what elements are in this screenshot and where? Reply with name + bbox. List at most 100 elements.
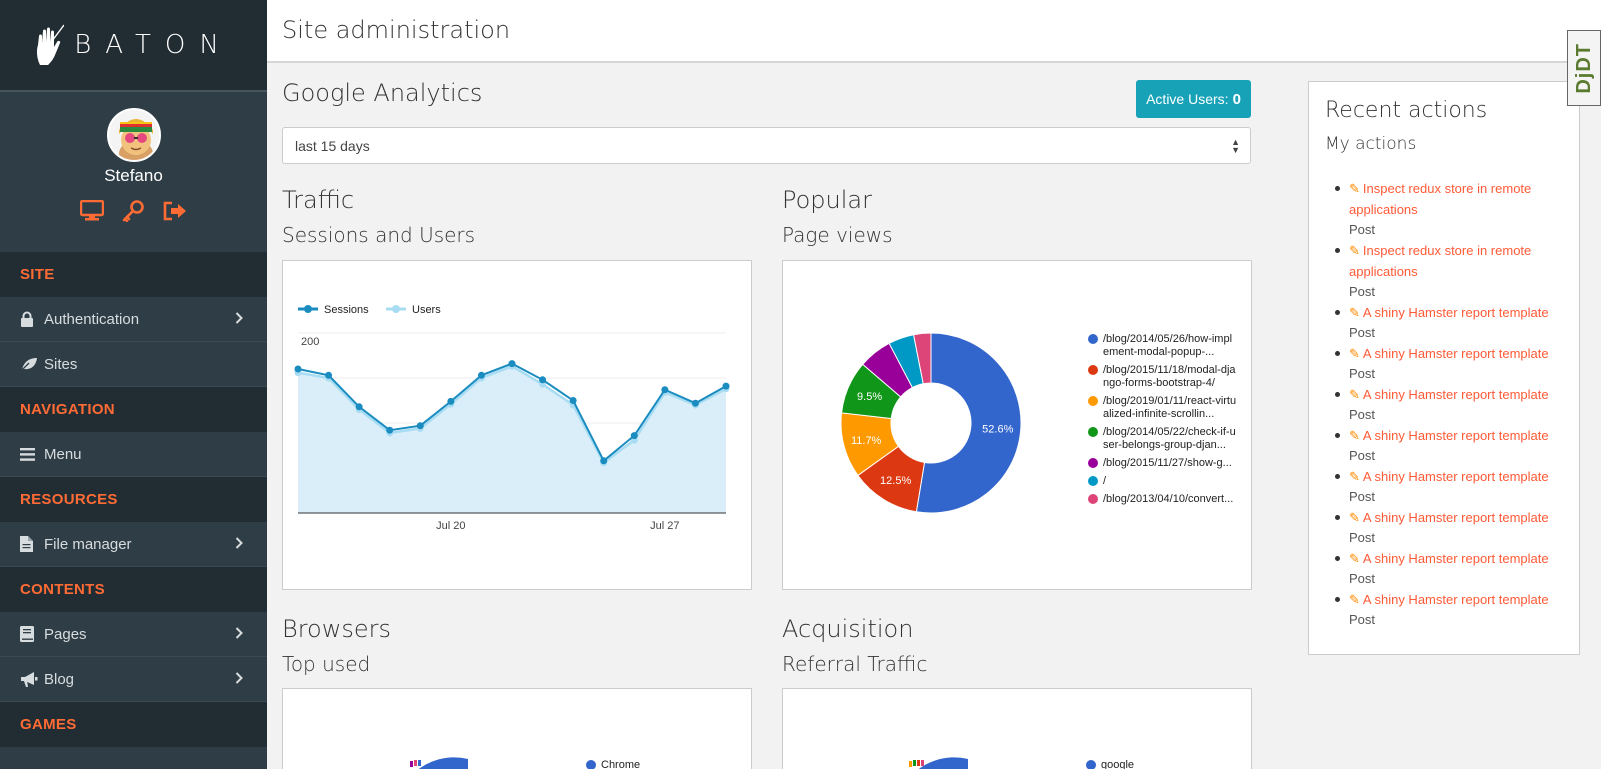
- legend-label: /blog/2015/11/27/show-g...: [1103, 457, 1232, 469]
- active-users-badge: Active Users: 0: [1136, 80, 1251, 118]
- recent-action-link[interactable]: ✎ Inspect redux store in remote applicati…: [1349, 181, 1532, 217]
- sign-out-icon[interactable]: [162, 200, 188, 222]
- avatar[interactable]: [106, 108, 161, 162]
- recent-action-link[interactable]: ✎ A shiny Hamster report template: [1349, 428, 1549, 443]
- donut-slice-label: 9.5%: [857, 391, 882, 403]
- recent-action-item: ✎ A shiny Hamster report template Post: [1335, 384, 1569, 425]
- chevron-right-icon: [235, 671, 243, 687]
- browsers-donut: [410, 757, 468, 769]
- key-icon[interactable]: [122, 200, 144, 222]
- traffic-subtitle: Sessions and Users: [282, 223, 476, 247]
- acquisition-title: Acquisition: [782, 615, 914, 643]
- legend-label: /blog/2014/05/26/how-implement-modal-pop…: [1103, 333, 1233, 358]
- sessions-point[interactable]: [722, 382, 730, 390]
- recent-action-link[interactable]: ✎ A shiny Hamster report template: [1349, 551, 1549, 566]
- sessions-point[interactable]: [325, 371, 333, 379]
- sidebar-item-sites[interactable]: Sites: [0, 342, 267, 387]
- x-tick-label: Jul 20: [436, 520, 465, 532]
- book-icon: [20, 626, 38, 642]
- sessions-point[interactable]: [600, 457, 608, 465]
- pencil-icon: ✎: [1349, 551, 1360, 566]
- sessions-point[interactable]: [294, 365, 302, 373]
- recent-action-link[interactable]: ✎ A shiny Hamster report template: [1349, 387, 1549, 402]
- sessions-point[interactable]: [508, 360, 516, 368]
- sessions-point[interactable]: [539, 376, 547, 384]
- leaf-icon: [20, 357, 38, 371]
- sessions-point[interactable]: [416, 422, 424, 430]
- legend-item[interactable]: /blog/2015/11/18/modal-django-forms-boot…: [1088, 364, 1238, 390]
- legend-item[interactable]: /blog/2014/05/22/check-if-user-belongs-g…: [1088, 426, 1238, 452]
- recent-actions-title: Recent actions: [1325, 98, 1488, 123]
- legend-item[interactable]: /blog/2014/05/26/how-implement-modal-pop…: [1088, 333, 1238, 359]
- sessions-point[interactable]: [691, 399, 699, 407]
- sessions-point[interactable]: [630, 432, 638, 440]
- sidebar-item-pages[interactable]: Pages: [0, 612, 267, 657]
- legend-label: /blog/2014/05/22/check-if-user-belongs-g…: [1103, 426, 1236, 451]
- desktop-icon[interactable]: [79, 200, 104, 222]
- browsers-legend-item: Chrome: [586, 759, 640, 769]
- brand-logo[interactable]: BATON: [0, 0, 267, 92]
- select-arrows-icon: ▲ ▼: [1231, 137, 1240, 155]
- debug-toolbar-handle[interactable]: DjDT: [1567, 30, 1601, 106]
- recent-action-type: Post: [1349, 284, 1376, 299]
- sessions-point[interactable]: [661, 386, 669, 394]
- recent-action-item: ✎ A shiny Hamster report template Post: [1335, 302, 1569, 343]
- recent-actions-list: ✎ Inspect redux store in remote applicati…: [1335, 178, 1569, 630]
- acquisition-subtitle: Referral Traffic: [782, 652, 928, 676]
- sessions-point[interactable]: [355, 403, 363, 411]
- legend-label[interactable]: Users: [412, 304, 441, 316]
- legend-item[interactable]: /blog/2013/04/10/convert...: [1088, 493, 1238, 506]
- pencil-icon: ✎: [1349, 592, 1360, 607]
- sidebar-item-file-manager[interactable]: File manager: [0, 522, 267, 567]
- analytics-title: Google Analytics: [282, 79, 483, 107]
- sessions-point[interactable]: [569, 397, 577, 404]
- pencil-icon: ✎: [1349, 305, 1360, 320]
- recent-action-link[interactable]: ✎ A shiny Hamster report template: [1349, 469, 1549, 484]
- sessions-point[interactable]: [477, 371, 485, 379]
- donut-slice[interactable]: [912, 332, 932, 385]
- sidebar-item-blog[interactable]: Blog: [0, 657, 267, 702]
- pencil-icon: ✎: [1349, 243, 1360, 258]
- sidebar-section-games: GAMES: [0, 702, 267, 747]
- recent-action-item: ✎ A shiny Hamster report template Post: [1335, 466, 1569, 507]
- sidebar-item-menu[interactable]: Menu: [0, 432, 267, 477]
- donut-slice[interactable]: [915, 332, 1022, 514]
- legend-item[interactable]: /blog/2015/11/27/show-g...: [1088, 457, 1238, 470]
- legend-marker: [392, 305, 400, 313]
- recent-actions-panel: Recent actions My actions ✎ Inspect redux…: [1308, 81, 1580, 655]
- sessions-point[interactable]: [386, 426, 394, 434]
- sessions-point[interactable]: [447, 397, 455, 405]
- page-views-legend: /blog/2014/05/26/how-implement-modal-pop…: [1088, 333, 1238, 511]
- sidebar-item-label: Sites: [44, 355, 78, 373]
- legend-item[interactable]: /blog/2019/01/11/react-virtualized-infin…: [1088, 395, 1238, 421]
- user-actions: [79, 200, 188, 222]
- pencil-icon: ✎: [1349, 346, 1360, 361]
- recent-action-type: Post: [1349, 222, 1376, 237]
- page-views-donut: 52.6% 12.5% 11.7% 9.5%: [840, 332, 1022, 514]
- recent-action-item: ✎ Inspect redux store in remote applicati…: [1335, 178, 1569, 240]
- my-actions-title: My actions: [1325, 134, 1417, 154]
- legend-item[interactable]: /: [1088, 475, 1238, 488]
- active-users-count: 0: [1232, 90, 1241, 108]
- date-range-select[interactable]: last 15 days ▲ ▼: [282, 127, 1251, 164]
- sidebar-item-authentication[interactable]: Authentication: [0, 297, 267, 342]
- legend-label: /blog/2013/04/10/convert...: [1103, 493, 1234, 505]
- legend-label[interactable]: Sessions: [324, 304, 369, 316]
- bullhorn-icon: [20, 671, 38, 687]
- sidebar-section-site: SITE: [0, 252, 267, 297]
- recent-action-link[interactable]: ✎ A shiny Hamster report template: [1349, 592, 1549, 607]
- recent-action-type: Post: [1349, 448, 1376, 463]
- recent-action-type: Post: [1349, 489, 1376, 504]
- recent-action-link[interactable]: ✎ A shiny Hamster report template: [1349, 305, 1549, 320]
- recent-action-item: ✎ A shiny Hamster report template Post: [1335, 589, 1569, 630]
- recent-action-type: Post: [1349, 366, 1376, 381]
- browsers-chart-panel: Chrome: [282, 688, 752, 769]
- recent-action-item: ✎ A shiny Hamster report template Post: [1335, 425, 1569, 466]
- recent-action-link[interactable]: ✎ A shiny Hamster report template: [1349, 510, 1549, 525]
- acquisition-chart-panel: google: [782, 688, 1252, 769]
- page-title: Site administration: [282, 16, 511, 44]
- pencil-icon: ✎: [1349, 181, 1360, 196]
- recent-action-link[interactable]: ✎ A shiny Hamster report template: [1349, 346, 1549, 361]
- file-icon: [20, 536, 38, 552]
- recent-action-link[interactable]: ✎ Inspect redux store in remote applicati…: [1349, 243, 1532, 279]
